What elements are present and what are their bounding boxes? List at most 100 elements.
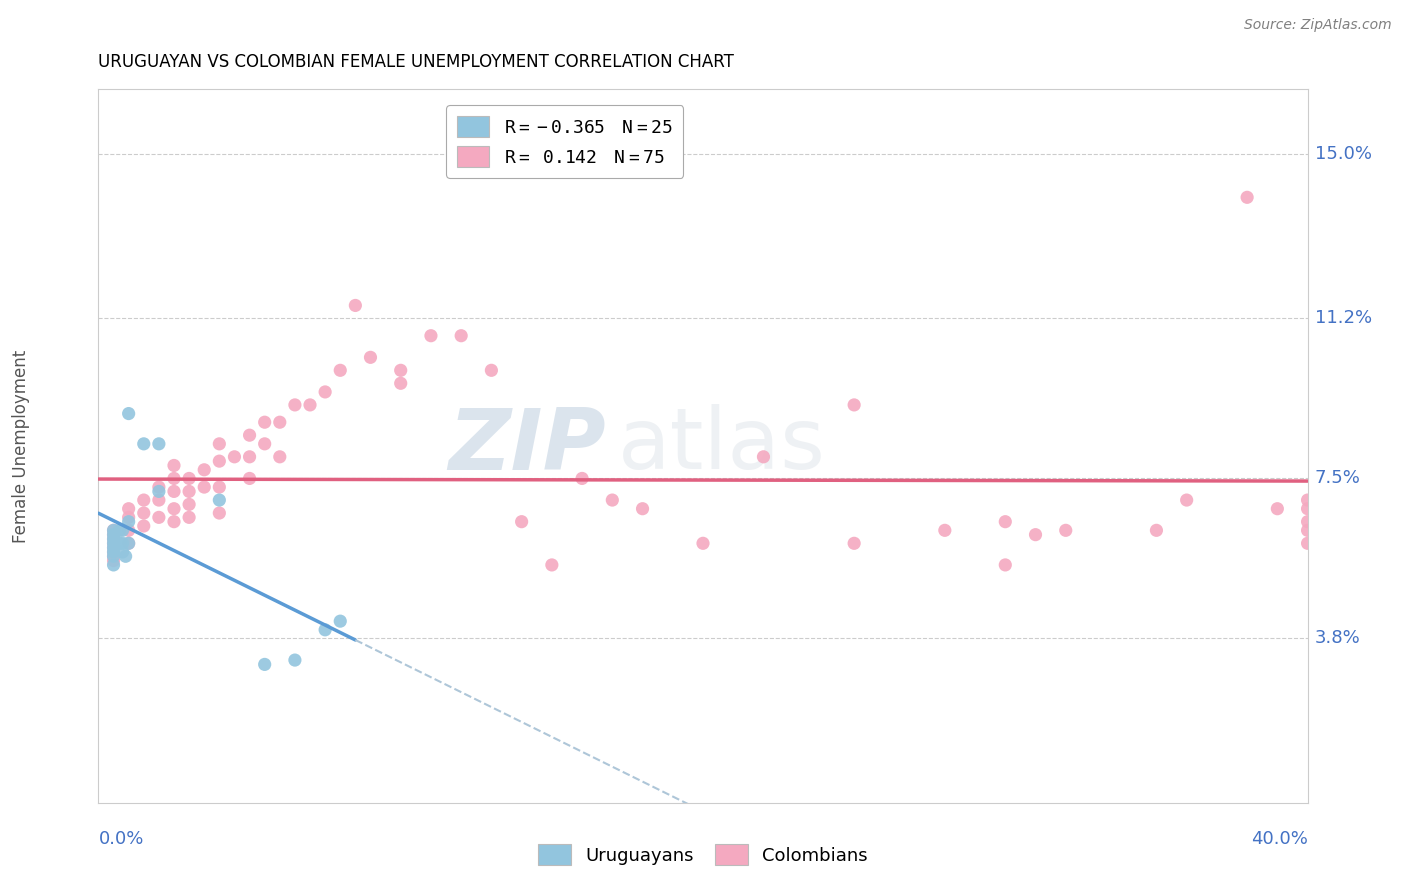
Point bbox=[148, 480, 170, 494]
Point bbox=[163, 515, 186, 529]
Point bbox=[177, 497, 201, 511]
Point bbox=[844, 536, 866, 550]
Legend: Uruguayans, Colombians: Uruguayans, Colombians bbox=[531, 837, 875, 872]
Point bbox=[602, 493, 624, 508]
Point bbox=[103, 536, 125, 550]
Text: 40.0%: 40.0% bbox=[1251, 830, 1308, 847]
Point bbox=[1175, 493, 1198, 508]
Text: ZIP: ZIP bbox=[449, 404, 606, 488]
Point bbox=[148, 484, 170, 499]
Point bbox=[208, 454, 231, 468]
Point bbox=[103, 545, 125, 559]
Point bbox=[329, 614, 352, 628]
Text: 15.0%: 15.0% bbox=[1315, 145, 1372, 163]
Point bbox=[132, 519, 155, 533]
Point bbox=[692, 536, 714, 550]
Point bbox=[193, 480, 215, 494]
Point bbox=[571, 471, 593, 485]
Text: atlas: atlas bbox=[619, 404, 827, 488]
Point bbox=[994, 558, 1017, 572]
Point bbox=[284, 653, 307, 667]
Point bbox=[163, 458, 186, 473]
Point bbox=[103, 549, 125, 564]
Point bbox=[148, 510, 170, 524]
Point bbox=[389, 363, 412, 377]
Point bbox=[1054, 524, 1077, 538]
Point bbox=[163, 501, 186, 516]
Point bbox=[103, 532, 125, 546]
Point bbox=[177, 471, 201, 485]
Text: 7.5%: 7.5% bbox=[1315, 469, 1361, 487]
Point bbox=[148, 437, 170, 451]
Point bbox=[208, 437, 231, 451]
Point bbox=[239, 428, 262, 442]
Point bbox=[284, 398, 307, 412]
Point bbox=[103, 532, 125, 546]
Point bbox=[163, 484, 186, 499]
Point bbox=[1236, 190, 1258, 204]
Point bbox=[1296, 493, 1319, 508]
Point bbox=[103, 536, 125, 550]
Point bbox=[208, 493, 231, 508]
Text: Female Unemployment: Female Unemployment bbox=[13, 350, 30, 542]
Point bbox=[177, 510, 201, 524]
Point bbox=[269, 450, 291, 464]
Point bbox=[1296, 524, 1319, 538]
Point bbox=[934, 524, 956, 538]
Point bbox=[314, 384, 336, 399]
Point bbox=[108, 536, 131, 550]
Point bbox=[103, 549, 125, 564]
Point bbox=[118, 501, 141, 516]
Point bbox=[510, 515, 533, 529]
Point bbox=[224, 450, 246, 464]
Point bbox=[994, 515, 1017, 529]
Point bbox=[329, 363, 352, 377]
Point bbox=[111, 524, 134, 538]
Text: 0.0%: 0.0% bbox=[98, 830, 143, 847]
Point bbox=[132, 506, 155, 520]
Point bbox=[163, 471, 186, 485]
Text: URUGUAYAN VS COLOMBIAN FEMALE UNEMPLOYMENT CORRELATION CHART: URUGUAYAN VS COLOMBIAN FEMALE UNEMPLOYME… bbox=[98, 54, 734, 71]
Point bbox=[132, 437, 155, 451]
Point bbox=[450, 328, 472, 343]
Point bbox=[118, 536, 141, 550]
Point bbox=[103, 527, 125, 541]
Point bbox=[111, 545, 134, 559]
Text: Source: ZipAtlas.com: Source: ZipAtlas.com bbox=[1244, 18, 1392, 32]
Point bbox=[1265, 501, 1288, 516]
Point bbox=[314, 623, 336, 637]
Point bbox=[253, 657, 276, 672]
Point bbox=[103, 524, 125, 538]
Point bbox=[111, 536, 134, 550]
Point bbox=[208, 506, 231, 520]
Point bbox=[103, 527, 125, 541]
Point bbox=[239, 471, 262, 485]
Point bbox=[177, 484, 201, 499]
Point bbox=[193, 463, 215, 477]
Point bbox=[103, 545, 125, 559]
Point bbox=[631, 501, 654, 516]
Point bbox=[103, 541, 125, 555]
Point bbox=[253, 437, 276, 451]
Point bbox=[419, 328, 441, 343]
Point bbox=[103, 558, 125, 572]
Point bbox=[118, 510, 141, 524]
Point bbox=[344, 298, 367, 312]
Point bbox=[208, 480, 231, 494]
Point bbox=[1296, 536, 1319, 550]
Point bbox=[1296, 501, 1319, 516]
Point bbox=[132, 493, 155, 508]
Point bbox=[481, 363, 503, 377]
Point bbox=[1296, 515, 1319, 529]
Point bbox=[253, 415, 276, 429]
Point bbox=[1024, 527, 1046, 541]
Point bbox=[269, 415, 291, 429]
Point bbox=[148, 493, 170, 508]
Point bbox=[103, 524, 125, 538]
Point bbox=[118, 536, 141, 550]
Point bbox=[118, 407, 141, 421]
Text: 3.8%: 3.8% bbox=[1315, 630, 1361, 648]
Point bbox=[103, 553, 125, 567]
Text: 11.2%: 11.2% bbox=[1315, 310, 1372, 327]
Point bbox=[1144, 524, 1167, 538]
